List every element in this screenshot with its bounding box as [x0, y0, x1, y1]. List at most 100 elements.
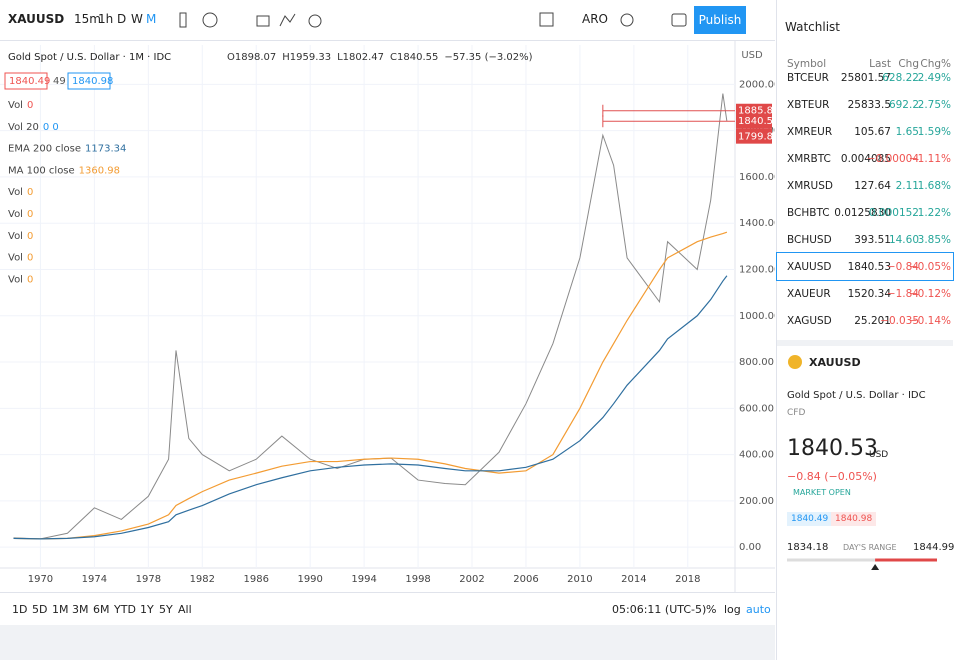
y-tick-label: 1600.00 [739, 172, 775, 183]
x-tick-label: 2002 [459, 574, 484, 585]
watchlist-cell: XAGUSD [787, 315, 832, 327]
icon[interactable] [202, 12, 218, 28]
icon[interactable] [179, 12, 187, 28]
x-tick-label: 1998 [405, 574, 430, 585]
range-button[interactable]: 6M [93, 603, 110, 616]
watchlist-cell: 14.60 [888, 234, 919, 246]
watchlist-cell: 1840.53 [847, 261, 891, 273]
icon[interactable] [308, 14, 322, 28]
percent-toggle[interactable]: % [706, 603, 717, 616]
indicator-name: Vol [8, 231, 23, 242]
watchlist-cell: 127.64 [854, 180, 891, 192]
ohlc-value: C1840.55 [390, 52, 438, 63]
x-tick-label: 1986 [244, 574, 269, 585]
x-tick-label: 2018 [675, 574, 700, 585]
indicator-value: 0 [27, 100, 33, 111]
watchlist-row[interactable]: XBTEUR 25833.5 692.2 2.75% [777, 91, 953, 118]
interval[interactable]: 1h [98, 12, 114, 26]
publish-button[interactable]: Publish [694, 6, 746, 34]
axis-unit: USD [741, 50, 763, 61]
detail-description: Gold Spot / U.S. Dollar · IDC [787, 390, 926, 401]
y-tick-label: 0.00 [739, 542, 761, 553]
detail-change: −0.84 (−0.05%) [787, 470, 877, 483]
column-header: Chg [898, 58, 919, 70]
legend-title: Gold Spot / U.S. Dollar · 1M · IDC [8, 52, 171, 63]
watchlist-row[interactable]: XAGUSD 25.201 −0.035 −0.14% [777, 307, 953, 334]
icon[interactable] [539, 12, 554, 27]
watchlist-cell: −1.11% [908, 153, 951, 165]
auto-toggle[interactable]: auto [746, 603, 771, 616]
watchlist-row[interactable]: XAUUSD 1840.53 −0.84 −0.05% [776, 252, 954, 281]
watchlist-row[interactable]: XMREUR 105.67 1.65 1.59% [777, 118, 953, 145]
interval[interactable]: M [146, 12, 157, 26]
y-tick-label: 800.00 [739, 357, 774, 368]
detail-symbol: XAUUSD [809, 356, 861, 369]
watchlist-cell: XAUEUR [787, 288, 831, 300]
icon[interactable] [671, 13, 687, 27]
watchlist-row[interactable]: BCHUSD 393.51 14.60 3.85% [777, 226, 953, 253]
interval[interactable]: D [117, 12, 127, 26]
x-tick-label: 2014 [621, 574, 646, 585]
watchlist-row[interactable]: BTCEUR 25801.57 628.22 2.49% [777, 64, 953, 91]
watchlist-cell: 0.0125830 [834, 207, 891, 219]
price-label: 1799.87 [738, 132, 775, 143]
range-low: 1834.18 [787, 542, 829, 553]
y-tick-label: 2000.00 [739, 79, 775, 90]
range-button[interactable]: 5D [32, 603, 48, 616]
watchlist-row[interactable]: XAUEUR 1520.34 −1.84 −0.12% [777, 280, 953, 307]
indicator-value: 0 [27, 274, 33, 285]
watchlist-cell: XMRBTC [787, 153, 831, 165]
log-toggle[interactable]: log [724, 603, 741, 616]
indicator-value: 1173.34 [85, 144, 126, 155]
watchlist-row[interactable]: XMRUSD 127.64 2.11 1.68% [777, 172, 953, 199]
range-button[interactable]: YTD [114, 603, 136, 616]
interval[interactable]: 15m [74, 12, 101, 26]
watchlist-row[interactable]: XMRBTC 0.004085 −0.00004 −1.11% [777, 145, 953, 172]
watchlist-cell: 692.2 [888, 99, 919, 111]
indicator-name: EMA 200 close [8, 144, 81, 155]
watchlist-cell: 1.22% [917, 207, 951, 219]
range-button[interactable]: 5Y [159, 603, 173, 616]
range-button[interactable]: 3M [72, 603, 89, 616]
indicator-name: Vol [8, 253, 23, 264]
ohlc-value: L1802.47 [337, 52, 384, 63]
interval[interactable]: W [131, 12, 143, 26]
watchlist-row[interactable]: BCHBTC 0.0125830 0.000152 1.22% [777, 199, 953, 226]
watchlist-cell: 105.67 [854, 126, 891, 138]
range-button[interactable]: 1D [12, 603, 28, 616]
range-bar [787, 558, 937, 570]
column-header: Symbol [787, 58, 827, 70]
indicator-value: 0 [27, 187, 33, 198]
watchlist-cell: 1.59% [917, 126, 951, 138]
watchlist-cell: −0.00004 [866, 153, 919, 165]
indicator-name: MA 100 close [8, 165, 75, 176]
layout-name[interactable]: ARO [582, 12, 608, 26]
icon[interactable] [279, 13, 296, 27]
indicator-name: Vol [8, 209, 23, 220]
symbol-icon [788, 355, 802, 369]
range-button[interactable]: All [178, 603, 192, 616]
indicator-name: Vol [8, 274, 23, 285]
range-button[interactable]: 1Y [140, 603, 154, 616]
indicator-name: Vol 20 [8, 122, 39, 133]
watchlist-title[interactable]: Watchlist [785, 20, 840, 34]
detail-bid: 1840.49 [787, 512, 833, 526]
indicator-value: 0 [27, 231, 33, 242]
y-tick-label: 200.00 [739, 496, 774, 507]
icon[interactable] [620, 13, 634, 27]
symbol[interactable]: XAUUSD [8, 12, 65, 26]
price-label: 1885.88 [738, 106, 775, 117]
watchlist-header: Symbol Last Chg Chg% [777, 50, 953, 77]
column-header: Last [869, 58, 891, 70]
y-tick-label: 1400.00 [739, 218, 775, 229]
watchlist-cell: XMREUR [787, 126, 833, 138]
watchlist-cell: −0.14% [908, 315, 951, 327]
spread: 49 [53, 76, 66, 87]
icon[interactable] [256, 15, 270, 27]
watchlist-cell: −1.84 [886, 288, 919, 300]
price-label-bg [736, 129, 772, 144]
badge [4, 72, 48, 90]
range-button[interactable]: 1M [52, 603, 69, 616]
price-label: 1840.55 [738, 116, 775, 127]
